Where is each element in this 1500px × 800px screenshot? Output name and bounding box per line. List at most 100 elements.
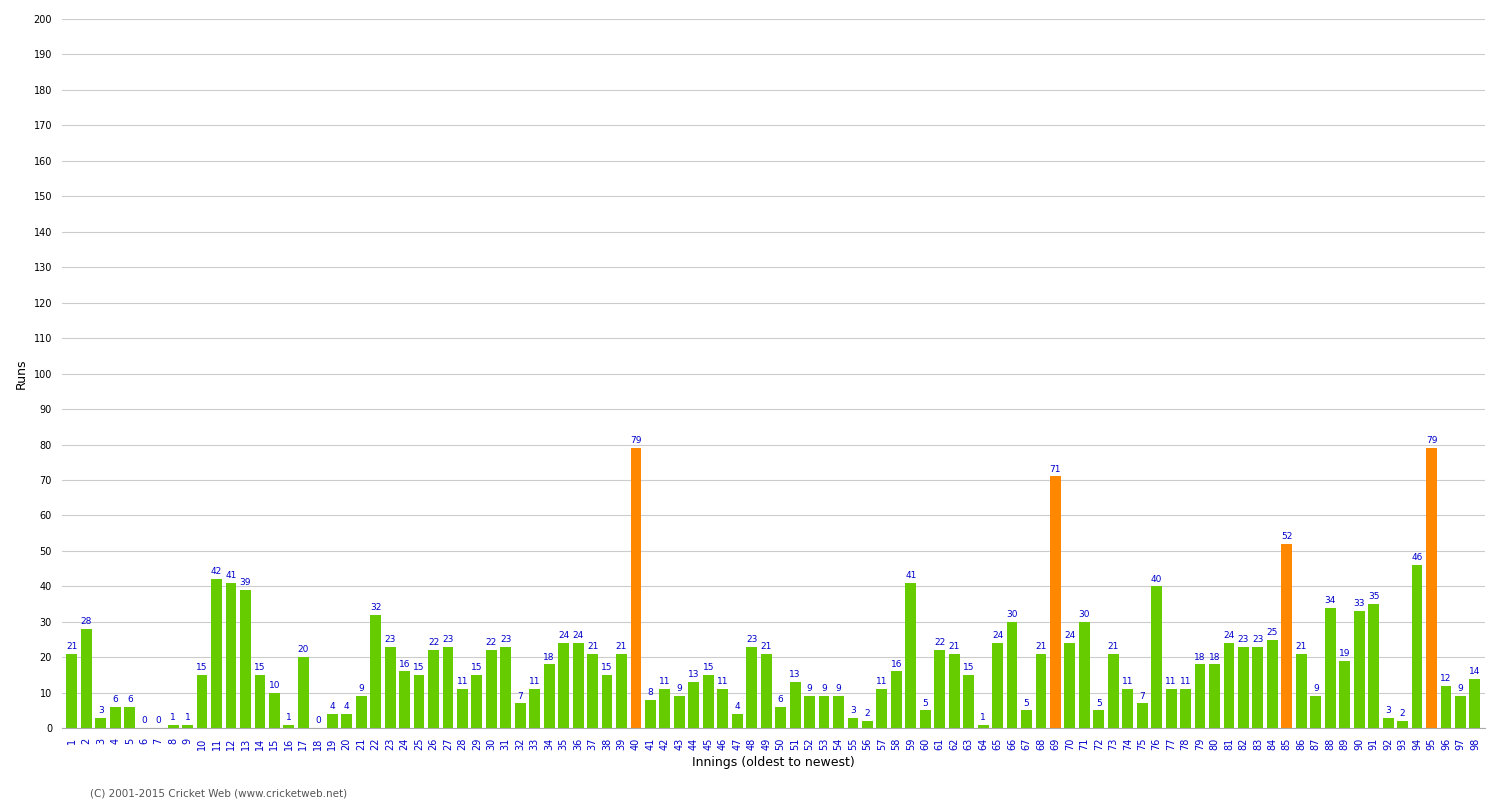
Bar: [934, 650, 945, 728]
Bar: [876, 690, 888, 728]
Bar: [168, 725, 178, 728]
Text: 21: 21: [1296, 642, 1306, 651]
Text: 9: 9: [1458, 685, 1464, 694]
Text: 18: 18: [1194, 653, 1206, 662]
Bar: [268, 693, 280, 728]
X-axis label: Innings (oldest to newest): Innings (oldest to newest): [692, 756, 855, 769]
Text: 7: 7: [518, 691, 524, 701]
Text: 8: 8: [648, 688, 654, 697]
Bar: [732, 714, 742, 728]
Text: 9: 9: [836, 685, 842, 694]
Bar: [1180, 690, 1191, 728]
Bar: [182, 725, 194, 728]
Text: 1: 1: [980, 713, 986, 722]
Text: 22: 22: [934, 638, 945, 647]
Text: 30: 30: [1078, 610, 1090, 619]
Bar: [1094, 710, 1104, 728]
Text: 21: 21: [616, 642, 627, 651]
Bar: [1137, 703, 1148, 728]
Bar: [992, 643, 1004, 728]
Text: 0: 0: [315, 716, 321, 726]
Bar: [573, 643, 584, 728]
Bar: [717, 690, 728, 728]
Text: 24: 24: [1065, 631, 1076, 640]
Text: 6: 6: [128, 695, 132, 704]
Bar: [963, 675, 974, 728]
Text: 41: 41: [225, 571, 237, 580]
Text: 15: 15: [414, 663, 424, 672]
Bar: [414, 675, 424, 728]
Bar: [1268, 639, 1278, 728]
Bar: [645, 700, 656, 728]
Text: 23: 23: [746, 635, 758, 644]
Text: 19: 19: [1340, 649, 1350, 658]
Text: 6: 6: [112, 695, 118, 704]
Text: 11: 11: [1122, 678, 1134, 686]
Bar: [1035, 654, 1047, 728]
Text: 1: 1: [171, 713, 176, 722]
Text: 3: 3: [850, 706, 856, 714]
Y-axis label: Runs: Runs: [15, 358, 28, 389]
Text: 11: 11: [876, 678, 888, 686]
Text: 5: 5: [922, 698, 928, 708]
Text: 34: 34: [1324, 596, 1336, 605]
Bar: [674, 696, 686, 728]
Text: 10: 10: [268, 681, 280, 690]
Bar: [1470, 678, 1480, 728]
Text: 15: 15: [471, 663, 483, 672]
Bar: [66, 654, 78, 728]
Text: 18: 18: [543, 653, 555, 662]
Text: 23: 23: [1252, 635, 1263, 644]
Bar: [1396, 721, 1408, 728]
Bar: [356, 696, 366, 728]
Text: 9: 9: [807, 685, 813, 694]
Text: 13: 13: [688, 670, 699, 679]
Text: 11: 11: [530, 678, 540, 686]
Text: 3: 3: [1384, 706, 1390, 714]
Bar: [688, 682, 699, 728]
Bar: [399, 671, 410, 728]
Text: 1: 1: [184, 713, 190, 722]
Bar: [1383, 718, 1394, 728]
Text: 15: 15: [702, 663, 714, 672]
Bar: [96, 718, 106, 728]
Text: 33: 33: [1353, 599, 1365, 608]
Bar: [586, 654, 598, 728]
Text: 14: 14: [1468, 666, 1480, 676]
Text: 6: 6: [777, 695, 783, 704]
Bar: [1238, 646, 1250, 728]
Text: 2: 2: [1400, 710, 1406, 718]
Text: 15: 15: [196, 663, 208, 672]
Bar: [704, 675, 714, 728]
Bar: [298, 658, 309, 728]
Bar: [1368, 604, 1378, 728]
Bar: [255, 675, 266, 728]
Text: 32: 32: [370, 603, 381, 612]
Bar: [819, 696, 830, 728]
Bar: [530, 690, 540, 728]
Text: 24: 24: [1224, 631, 1234, 640]
Text: 3: 3: [98, 706, 104, 714]
Bar: [804, 696, 814, 728]
Text: 52: 52: [1281, 532, 1293, 541]
Text: 79: 79: [1425, 436, 1437, 446]
Bar: [458, 690, 468, 728]
Bar: [602, 675, 612, 728]
Bar: [284, 725, 294, 728]
Text: 21: 21: [760, 642, 772, 651]
Text: 15: 15: [963, 663, 975, 672]
Bar: [558, 643, 568, 728]
Text: 21: 21: [66, 642, 78, 651]
Text: 21: 21: [1035, 642, 1047, 651]
Bar: [1022, 710, 1032, 728]
Text: 24: 24: [558, 631, 570, 640]
Bar: [1440, 686, 1452, 728]
Bar: [110, 707, 120, 728]
Text: 5: 5: [1096, 698, 1101, 708]
Bar: [1122, 690, 1132, 728]
Bar: [862, 721, 873, 728]
Bar: [1353, 611, 1365, 728]
Bar: [342, 714, 352, 728]
Bar: [240, 590, 250, 728]
Text: 9: 9: [358, 685, 364, 694]
